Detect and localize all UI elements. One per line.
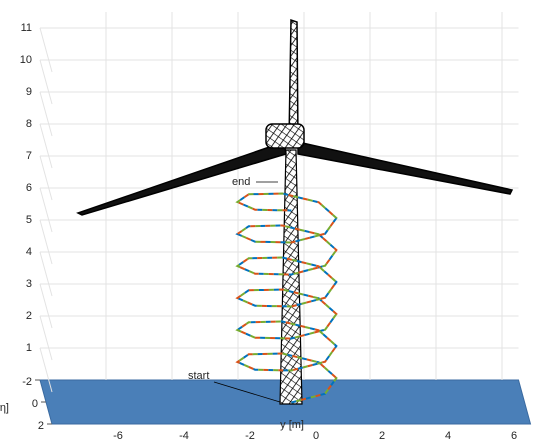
x-tick-label: 0 — [32, 398, 38, 410]
chart: 1234567891011-6-4-20246-202y [m]η] start… — [0, 0, 540, 441]
z-tick-label: 7 — [26, 150, 32, 162]
y-tick-label: -4 — [179, 430, 189, 441]
z-tick-label: 5 — [26, 214, 32, 226]
z-tick-label: 9 — [26, 86, 32, 98]
wind-turbine — [78, 20, 512, 404]
y-axis-label: y [m] — [280, 419, 304, 431]
x-tick-label: 2 — [38, 420, 44, 432]
y-tick-label: -6 — [113, 430, 123, 441]
z-tick-label: 1 — [26, 342, 32, 354]
y-tick-label: 2 — [379, 430, 385, 441]
y-tick-label: 0 — [313, 430, 319, 441]
z-tick-label: 6 — [26, 182, 32, 194]
z-tick-label: 10 — [20, 54, 32, 66]
annotation: start — [188, 370, 209, 382]
annotation: end — [232, 176, 250, 188]
z-tick-label: 3 — [26, 278, 32, 290]
x-tick-label: -2 — [22, 376, 32, 388]
y-tick-label: 6 — [511, 430, 517, 441]
y-tick-label: -2 — [245, 430, 255, 441]
nacelle — [266, 124, 304, 148]
z-tick-label: 4 — [26, 246, 32, 258]
z-tick-label: 11 — [21, 22, 32, 34]
blade — [298, 142, 512, 194]
z-tick-label: 8 — [26, 118, 32, 130]
y-tick-label: 4 — [445, 430, 451, 441]
x-axis-label: η] — [0, 402, 9, 414]
blade — [289, 20, 298, 140]
z-tick-label: 2 — [26, 310, 32, 322]
blade — [78, 142, 286, 215]
